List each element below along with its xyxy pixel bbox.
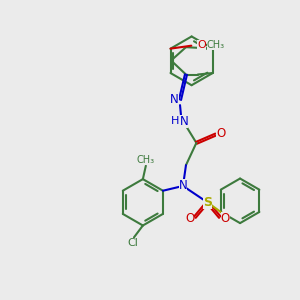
Text: S: S: [203, 196, 212, 209]
Text: O: O: [216, 128, 226, 140]
Text: O: O: [197, 40, 206, 50]
Text: CH₃: CH₃: [137, 155, 155, 165]
Text: H: H: [171, 116, 179, 126]
Text: N: N: [178, 179, 188, 193]
Text: Cl: Cl: [127, 238, 138, 248]
Text: O: O: [185, 212, 194, 225]
Text: CH₃: CH₃: [207, 40, 225, 50]
Text: N: N: [179, 115, 188, 128]
Text: O: O: [220, 212, 230, 225]
Text: N: N: [170, 93, 179, 106]
